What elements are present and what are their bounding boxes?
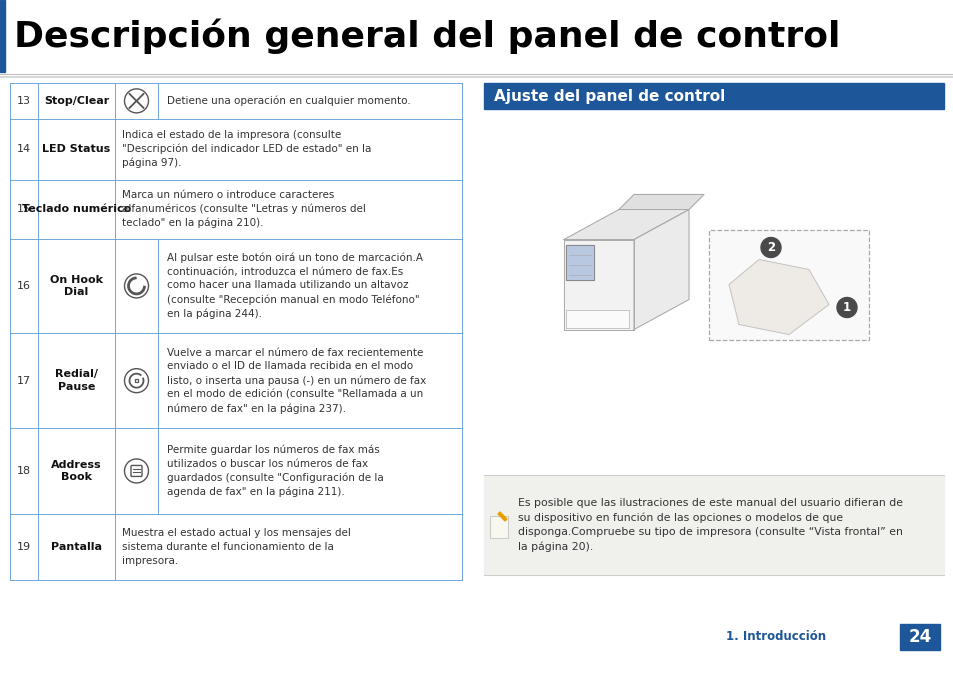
Polygon shape xyxy=(728,259,828,335)
Text: 14: 14 xyxy=(17,144,31,154)
Text: Address
Book: Address Book xyxy=(51,460,102,482)
Bar xyxy=(134,379,138,383)
Text: Ajuste del panel de control: Ajuste del panel de control xyxy=(494,88,724,103)
Text: 15: 15 xyxy=(17,204,30,214)
Text: LED Status: LED Status xyxy=(42,144,111,154)
Text: Stop/Clear: Stop/Clear xyxy=(44,96,109,106)
Text: Marca un número o introduce caracteres
alfanuméricos (consulte "Letras y números: Marca un número o introduce caracteres a… xyxy=(122,190,366,228)
Bar xyxy=(0,0,5,72)
Text: 16: 16 xyxy=(17,281,30,291)
Text: Es posible que las ilustraciones de este manual del usuario difieran de
su dispo: Es posible que las ilustraciones de este… xyxy=(517,498,902,551)
Text: On Hook
Dial: On Hook Dial xyxy=(50,275,103,297)
Circle shape xyxy=(760,238,781,257)
Polygon shape xyxy=(565,310,628,327)
Polygon shape xyxy=(565,244,594,279)
Text: Detiene una operación en cualquier momento.: Detiene una operación en cualquier momen… xyxy=(167,96,411,106)
Polygon shape xyxy=(618,194,703,209)
Text: 24: 24 xyxy=(907,628,931,646)
Text: 13: 13 xyxy=(17,96,30,106)
Text: Vuelve a marcar el número de fax recientemente
enviado o el ID de llamada recibi: Vuelve a marcar el número de fax recient… xyxy=(167,348,426,414)
Bar xyxy=(899,624,939,650)
Polygon shape xyxy=(634,209,688,329)
Text: Indica el estado de la impresora (consulte
"Descripción del indicador LED de est: Indica el estado de la impresora (consul… xyxy=(122,130,371,169)
Text: Al pulsar este botón oirá un tono de marcación.A
continuación, introduzca el núm: Al pulsar este botón oirá un tono de mar… xyxy=(167,252,422,319)
Text: Pantalla: Pantalla xyxy=(51,542,102,552)
Text: 2: 2 xyxy=(766,241,774,254)
Text: Teclado numérico: Teclado numérico xyxy=(22,204,131,214)
Text: 17: 17 xyxy=(17,376,31,385)
Polygon shape xyxy=(563,240,634,329)
Text: Descripción general del panel de control: Descripción general del panel de control xyxy=(14,18,840,54)
Text: 1. Introducción: 1. Introducción xyxy=(725,630,825,643)
Polygon shape xyxy=(497,512,506,521)
Bar xyxy=(483,83,943,109)
Polygon shape xyxy=(563,209,688,240)
Text: 1: 1 xyxy=(842,301,850,314)
Text: Redial/
Pause: Redial/ Pause xyxy=(55,369,98,392)
FancyBboxPatch shape xyxy=(708,230,868,340)
FancyBboxPatch shape xyxy=(490,516,507,538)
Circle shape xyxy=(836,298,856,317)
Text: 19: 19 xyxy=(17,542,31,552)
Bar xyxy=(483,475,943,575)
Text: Permite guardar los números de fax más
utilizados o buscar los números de fax
gu: Permite guardar los números de fax más u… xyxy=(167,445,383,497)
Text: 18: 18 xyxy=(17,466,31,476)
Text: Muestra el estado actual y los mensajes del
sistema durante el funcionamiento de: Muestra el estado actual y los mensajes … xyxy=(122,529,351,566)
